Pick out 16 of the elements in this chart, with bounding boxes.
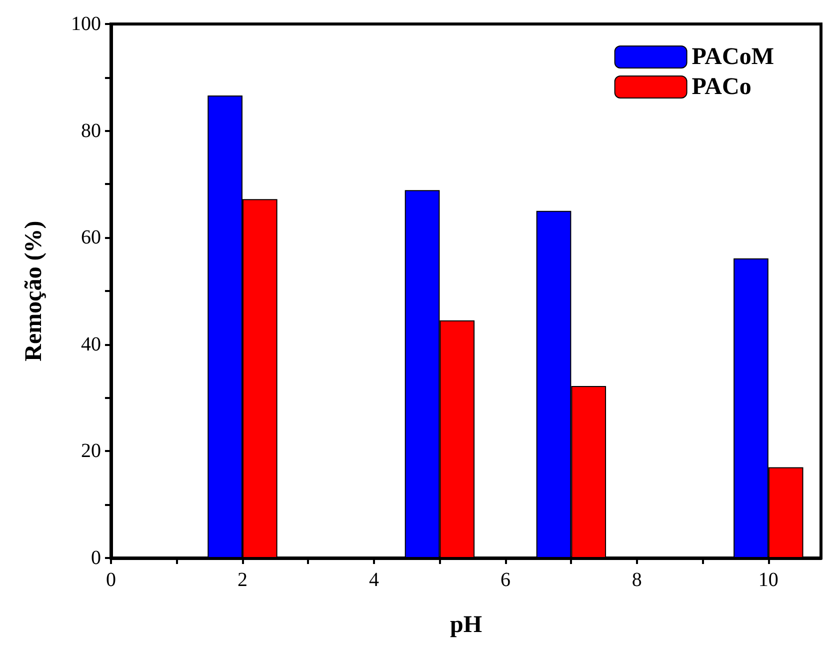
x-tick-label: 6 [500,569,510,591]
y-tick-label: 100 [71,13,101,35]
y-tick-label: 60 [81,226,101,249]
x-tick-label: 0 [106,569,116,591]
x-tick-label: 2 [237,569,248,591]
legend-label: PACoM [692,44,774,70]
y-tick-label: 40 [81,333,101,356]
x-tick-label: 10 [758,569,778,591]
y-axis-title: Remoção (%) [21,220,47,362]
x-tick-label: 4 [368,569,379,591]
y-tick-label: 0 [91,547,101,569]
y-tick-label: 80 [81,120,101,142]
legend-label: PACo [692,74,752,100]
y-tick-label: 20 [81,440,101,462]
x-tick-label: 8 [632,569,642,591]
x-axis-title: pH [450,612,482,638]
